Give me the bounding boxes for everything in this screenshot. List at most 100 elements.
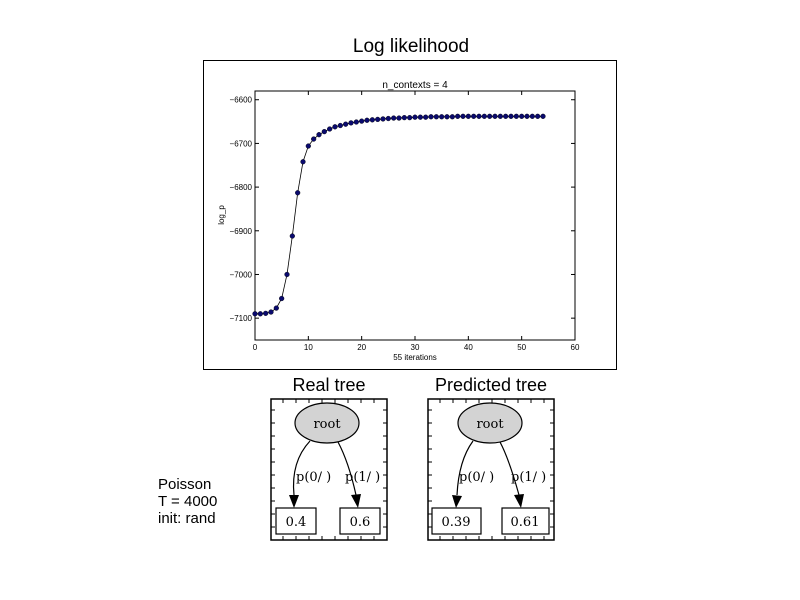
data-point — [279, 295, 285, 302]
data-point — [332, 124, 338, 130]
figure-title: Log likelihood — [352, 36, 470, 57]
data-point — [369, 117, 375, 123]
predicted-tree-leaf-left-label: 0.39 — [442, 515, 471, 530]
data-point — [289, 233, 295, 239]
real-tree-frame-ticks — [271, 399, 387, 540]
data-point — [348, 120, 354, 126]
predicted-tree-frame-ticks — [428, 399, 554, 540]
real-tree-edge-right — [337, 441, 357, 496]
data-point — [465, 113, 471, 119]
real-tree-leaf-right-label: 0.6 — [350, 515, 371, 530]
data-point — [529, 113, 535, 119]
data-point — [380, 116, 386, 122]
predicted-tree-leaf-right — [501, 507, 550, 535]
data-point — [449, 114, 455, 120]
data-point — [492, 113, 498, 119]
data-point — [364, 117, 370, 123]
data-point — [295, 190, 301, 196]
data-point — [481, 113, 487, 119]
data-point — [327, 126, 333, 132]
data-point — [487, 113, 493, 119]
data-point — [385, 115, 391, 122]
data-point — [391, 115, 397, 121]
data-point — [300, 159, 306, 165]
y-tick-label: −6900 — [230, 227, 253, 236]
predicted-tree-leaf-left — [431, 507, 482, 535]
caption-distribution: Poisson — [158, 476, 212, 493]
data-point — [503, 113, 509, 119]
predicted-tree: Predicted tree root p(0/ ) p(1/ ) 0.39 0… — [427, 375, 555, 541]
real-tree-leaf-right — [339, 507, 381, 535]
x-tick-label: 60 — [571, 343, 580, 352]
x-tick-label: 40 — [464, 343, 473, 352]
data-point — [417, 114, 423, 120]
data-point — [353, 119, 359, 125]
real-tree-title: Real tree — [292, 375, 365, 395]
plot-frame — [203, 60, 617, 370]
y-tick-label: −6600 — [230, 96, 253, 105]
x-tick-label: 20 — [357, 343, 366, 352]
data-point — [513, 113, 519, 119]
x-tick-label: 30 — [411, 343, 420, 352]
predicted-tree-edge-right-label: p(1/ ) — [511, 470, 546, 485]
data-point — [540, 113, 546, 119]
y-tick-label: −7000 — [230, 270, 253, 279]
data-point — [268, 309, 274, 315]
data-point — [412, 114, 418, 120]
tick-labels: 0 10 20 30 40 50 60 −7100 −7000 −6900 −6800 −6700 −6… — [230, 96, 580, 352]
predicted-tree-root-node — [457, 402, 523, 444]
data-point — [433, 114, 439, 120]
data-point — [311, 136, 317, 142]
real-tree-edge-left — [292, 440, 311, 496]
real-tree-edge-left-label: p(0/ ) — [296, 470, 331, 485]
axis-ticks — [254, 91, 576, 340]
real-tree-edge-right-arrow — [351, 494, 361, 508]
real-tree-edge-left-arrow — [289, 495, 299, 508]
x-tick-label: 0 — [253, 343, 258, 352]
run-caption: Poisson T = 4000 init: rand — [158, 476, 217, 527]
data-point — [524, 113, 530, 119]
data-point — [273, 305, 279, 311]
data-point — [508, 113, 514, 119]
x-tick-label: 10 — [304, 343, 313, 352]
data-point — [519, 113, 525, 119]
data-point — [359, 118, 365, 124]
data-point — [396, 115, 402, 121]
real-tree: Real tree root p(0/ ) p(1/ ) 0.4 0.6 — [270, 375, 388, 541]
data-point — [423, 114, 429, 120]
real-tree-edge-right-label: p(1/ ) — [345, 470, 380, 485]
real-tree-leaf-left — [275, 507, 317, 535]
data-point — [471, 113, 477, 119]
data-point — [316, 132, 322, 138]
data-point — [263, 310, 269, 316]
data-point — [460, 113, 466, 119]
y-tick-label: −6800 — [230, 183, 253, 192]
chart-title: n_contexts = 4 — [382, 80, 448, 91]
predicted-tree-edge-right — [499, 441, 520, 496]
data-point — [407, 115, 413, 121]
data-point — [535, 113, 541, 119]
predicted-tree-leaf-right-label: 0.61 — [511, 515, 540, 530]
predicted-tree-edge-left-arrow — [452, 495, 462, 508]
predicted-tree-edge-left-label: p(0/ ) — [459, 470, 494, 485]
data-point — [337, 122, 343, 129]
y-axis-label: log_p — [217, 205, 226, 225]
data-point — [439, 114, 445, 120]
data-point — [444, 114, 450, 120]
data-point — [257, 311, 263, 317]
data-point — [343, 121, 349, 127]
caption-length: T = 4000 — [158, 493, 218, 510]
predicted-tree-root-label: root — [476, 417, 504, 432]
data-point — [455, 113, 461, 119]
y-tick-label: −7100 — [230, 314, 253, 323]
x-axis-label: 55 iterations — [393, 353, 437, 362]
data-point — [497, 113, 503, 119]
plot-area — [254, 90, 576, 341]
data-point — [401, 115, 407, 121]
data-point — [476, 113, 482, 119]
real-tree-root-label: root — [313, 417, 341, 432]
series-line — [255, 115, 543, 315]
data-point — [284, 271, 290, 278]
series-points — [252, 113, 546, 317]
